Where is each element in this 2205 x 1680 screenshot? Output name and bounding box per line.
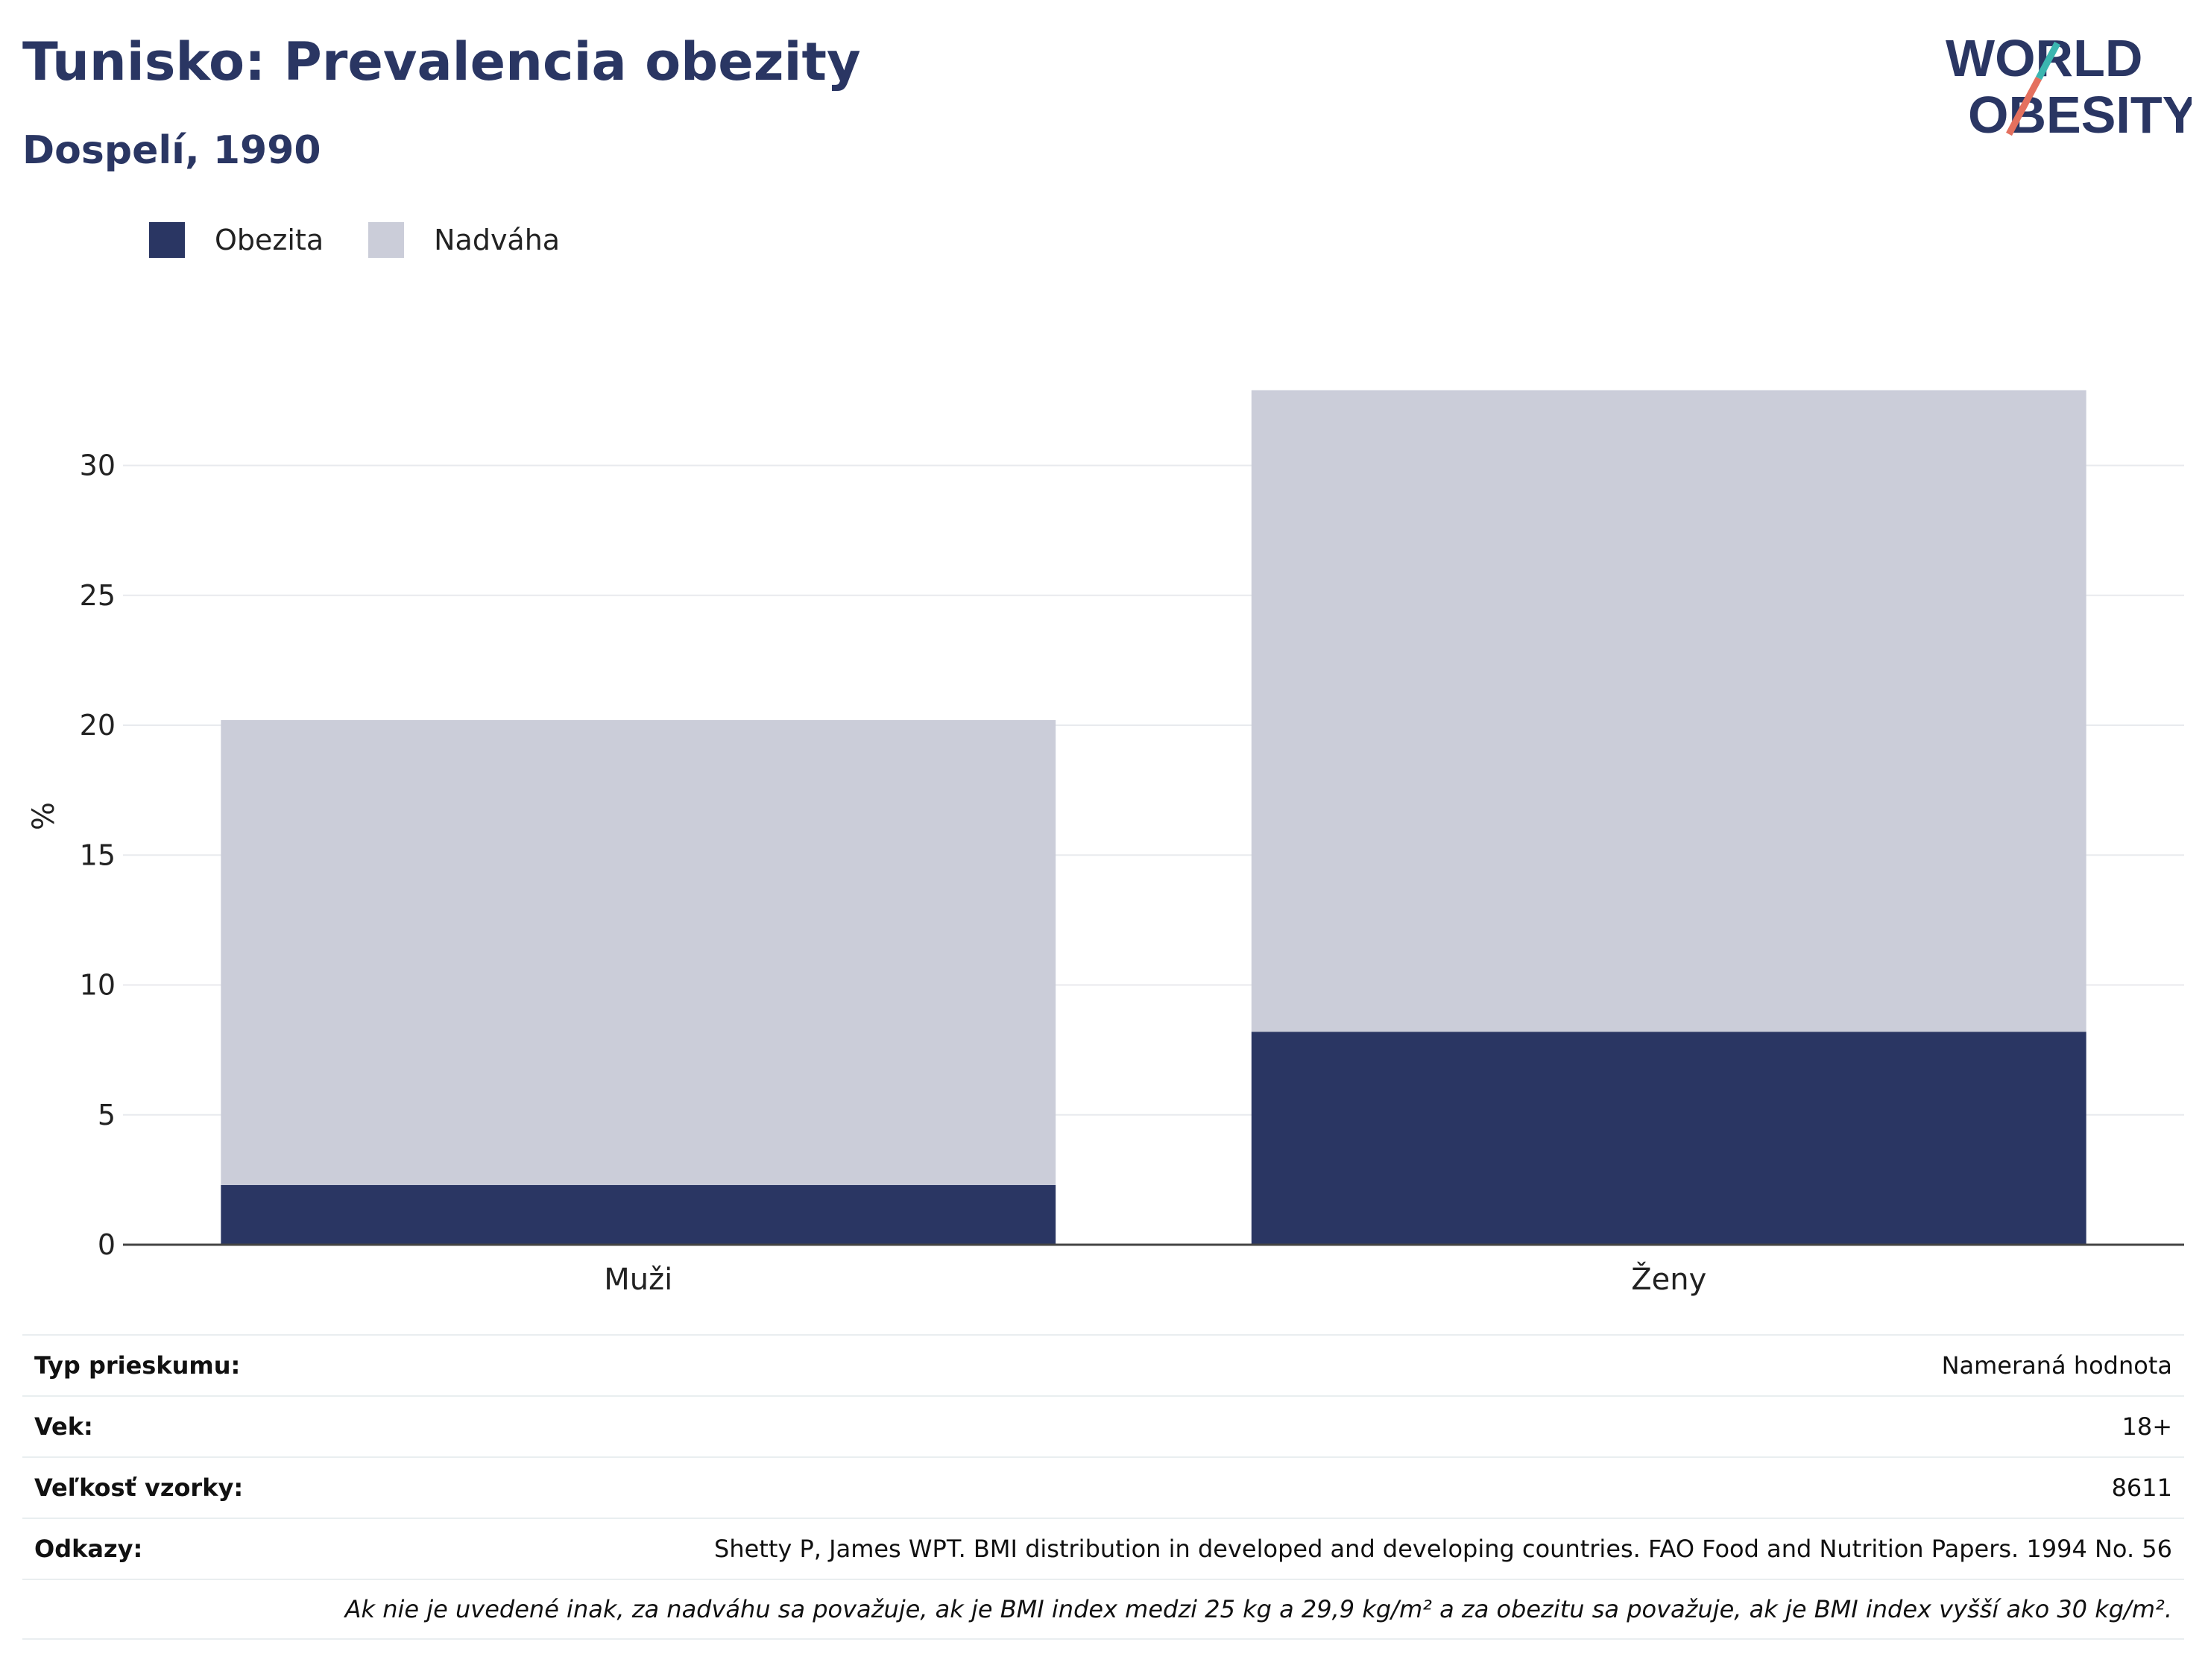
legend-swatch-obezita	[149, 222, 185, 258]
y-tick-label: 5	[98, 1099, 116, 1131]
bar-nadváha-0	[221, 720, 1056, 1185]
bar-nadváha-1	[1251, 390, 2086, 1032]
bar-obezita-1	[1251, 1032, 2086, 1245]
info-label: Vek:	[34, 1412, 93, 1441]
logo-slash-teal	[2036, 41, 2060, 80]
y-tick-label: 25	[80, 579, 116, 612]
info-label: Odkazy:	[34, 1535, 143, 1563]
x-tick-label: Ženy	[1631, 1261, 1706, 1297]
y-tick-label: 20	[80, 709, 116, 742]
legend-label-obezita: Obezita	[215, 224, 324, 256]
info-row-survey-type: Typ prieskumu: Nameraná hodnota	[22, 1334, 2184, 1395]
info-value: Nameraná hodnota	[1941, 1351, 2172, 1380]
info-value: 18+	[2122, 1412, 2172, 1441]
chart-title: Tunisko: Prevalencia obezity	[22, 31, 861, 92]
logo-line2: OBESITY	[1968, 86, 2192, 144]
y-axis-label: %	[27, 802, 61, 830]
info-row-age: Vek: 18+	[22, 1395, 2184, 1456]
x-tick-label: Muži	[604, 1263, 672, 1297]
info-value: Shetty P, James WPT. BMI distribution in…	[714, 1535, 2172, 1563]
bar-chart: 0 5 10 15 20 25 30% Muži Ženy	[27, 390, 2184, 1297]
bmi-definition-note: Ak nie je uvedené inak, za nadváhu sa po…	[344, 1595, 2172, 1623]
y-tick-label: 15	[80, 839, 116, 871]
y-tick-label: 10	[80, 969, 116, 1002]
legend-item-obezita: Obezita	[149, 222, 324, 258]
chart-legend: Obezita Nadváha	[149, 222, 605, 258]
info-row-note: Ak nie je uvedené inak, za nadváhu sa po…	[22, 1579, 2184, 1640]
y-tick-label: 30	[80, 449, 116, 482]
info-label: Typ prieskumu:	[34, 1351, 241, 1380]
legend-swatch-nadvaha	[368, 222, 405, 258]
logo-line1: WORLD	[1946, 29, 2142, 87]
legend-item-nadvaha: Nadváha	[368, 222, 560, 258]
info-row-sample-size: Veľkosť vzorky: 8611	[22, 1456, 2184, 1518]
info-value: 8611	[2111, 1474, 2172, 1502]
survey-info-table: Typ prieskumu: Nameraná hodnota Vek: 18+…	[22, 1334, 2184, 1640]
info-row-references: Odkazy: Shetty P, James WPT. BMI distrib…	[22, 1518, 2184, 1579]
info-label: Veľkosť vzorky:	[34, 1474, 244, 1502]
bar-obezita-0	[221, 1184, 1056, 1245]
y-tick-label: 0	[98, 1228, 116, 1261]
chart-subtitle: Dospelí, 1990	[22, 128, 321, 173]
legend-label-nadvaha: Nadváha	[434, 224, 561, 256]
logo-slash-red	[2006, 76, 2042, 136]
world-obesity-logo: WORLD OBESITY	[1946, 29, 2192, 144]
